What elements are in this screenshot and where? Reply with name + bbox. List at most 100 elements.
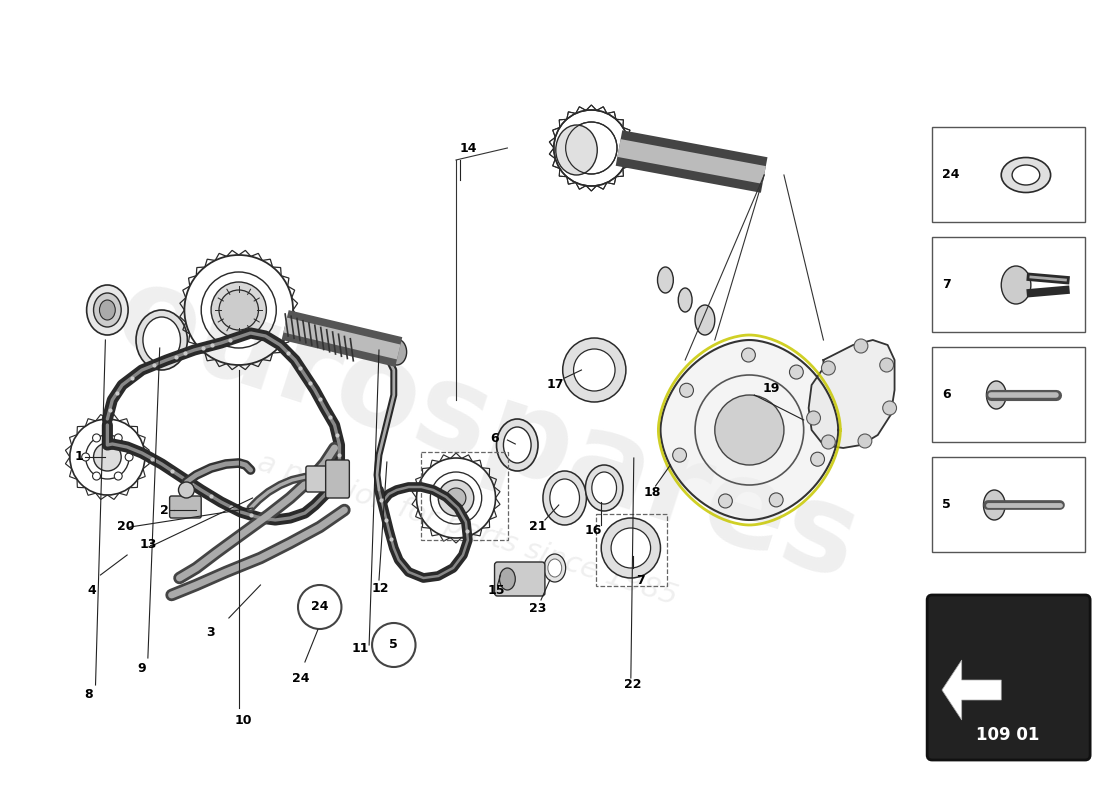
Polygon shape <box>808 340 894 448</box>
Circle shape <box>447 488 466 508</box>
Circle shape <box>219 290 258 330</box>
FancyBboxPatch shape <box>927 595 1090 760</box>
Text: 1: 1 <box>75 450 84 463</box>
Ellipse shape <box>543 554 565 582</box>
Bar <box>421 452 508 540</box>
Text: 18: 18 <box>644 486 661 498</box>
Text: 109 01: 109 01 <box>977 726 1040 744</box>
Circle shape <box>125 453 133 461</box>
Text: 19: 19 <box>762 382 780 394</box>
Circle shape <box>680 383 693 398</box>
Text: 10: 10 <box>234 714 252 726</box>
Circle shape <box>741 348 756 362</box>
Ellipse shape <box>94 293 121 327</box>
Ellipse shape <box>585 465 623 511</box>
Text: eurospares: eurospares <box>102 255 873 605</box>
Ellipse shape <box>592 472 616 504</box>
Bar <box>932 237 1086 332</box>
Ellipse shape <box>715 151 727 183</box>
Text: 22: 22 <box>624 678 641 691</box>
Circle shape <box>81 453 89 461</box>
FancyBboxPatch shape <box>306 466 333 492</box>
Bar <box>932 457 1086 552</box>
Ellipse shape <box>1001 266 1031 304</box>
Text: a passion for parts since 1985: a passion for parts since 1985 <box>254 449 681 611</box>
Ellipse shape <box>987 381 1007 409</box>
Text: 7: 7 <box>636 574 645 586</box>
Text: 12: 12 <box>371 582 388 594</box>
Text: 5: 5 <box>942 498 950 511</box>
Circle shape <box>602 518 660 578</box>
Circle shape <box>769 493 783 507</box>
Ellipse shape <box>556 125 597 175</box>
Ellipse shape <box>983 490 1005 520</box>
Ellipse shape <box>1012 165 1040 185</box>
Text: 3: 3 <box>206 626 214 638</box>
Ellipse shape <box>143 317 180 363</box>
FancyBboxPatch shape <box>169 496 201 518</box>
Circle shape <box>806 411 821 425</box>
Circle shape <box>822 361 835 375</box>
Polygon shape <box>942 660 1001 720</box>
Ellipse shape <box>658 267 673 293</box>
Circle shape <box>790 365 803 379</box>
Bar <box>932 127 1086 222</box>
Text: 21: 21 <box>529 521 547 534</box>
Text: 5: 5 <box>389 638 398 651</box>
Text: 6: 6 <box>942 389 950 402</box>
Text: 20: 20 <box>118 521 134 534</box>
Circle shape <box>715 395 784 465</box>
Circle shape <box>92 434 100 442</box>
Circle shape <box>438 480 474 516</box>
Circle shape <box>114 472 122 480</box>
Ellipse shape <box>87 285 128 335</box>
Circle shape <box>612 528 650 568</box>
Text: 16: 16 <box>584 523 602 537</box>
Text: 14: 14 <box>460 142 477 154</box>
Circle shape <box>811 452 825 466</box>
Circle shape <box>718 494 733 508</box>
Circle shape <box>858 434 872 448</box>
Circle shape <box>94 443 121 471</box>
Circle shape <box>211 282 266 338</box>
Text: 15: 15 <box>487 583 505 597</box>
Circle shape <box>92 472 100 480</box>
Circle shape <box>563 338 626 402</box>
Text: 7: 7 <box>942 278 950 291</box>
Circle shape <box>114 434 122 442</box>
Ellipse shape <box>99 300 116 320</box>
Circle shape <box>178 482 195 498</box>
Ellipse shape <box>679 288 692 312</box>
Circle shape <box>854 339 868 353</box>
FancyBboxPatch shape <box>326 460 350 498</box>
Ellipse shape <box>543 471 586 525</box>
Text: 24: 24 <box>293 671 309 685</box>
Ellipse shape <box>695 305 715 335</box>
Polygon shape <box>660 340 838 520</box>
Bar <box>596 514 668 586</box>
Ellipse shape <box>550 479 580 517</box>
Ellipse shape <box>1001 158 1050 193</box>
Ellipse shape <box>737 155 748 187</box>
Text: 24: 24 <box>311 601 329 614</box>
Circle shape <box>880 358 893 372</box>
Ellipse shape <box>387 339 407 365</box>
FancyBboxPatch shape <box>495 562 544 596</box>
Text: 8: 8 <box>85 689 94 702</box>
Text: 11: 11 <box>351 642 369 654</box>
Text: 6: 6 <box>491 431 499 445</box>
Ellipse shape <box>548 559 562 577</box>
Text: 23: 23 <box>529 602 547 614</box>
Circle shape <box>822 435 835 449</box>
Ellipse shape <box>496 419 538 471</box>
Circle shape <box>673 448 686 462</box>
Bar <box>932 347 1086 442</box>
Text: 17: 17 <box>547 378 564 391</box>
Text: 13: 13 <box>140 538 157 551</box>
Ellipse shape <box>664 142 675 174</box>
Ellipse shape <box>136 310 187 370</box>
Ellipse shape <box>635 136 647 168</box>
Circle shape <box>573 349 615 391</box>
Text: 24: 24 <box>942 169 959 182</box>
Text: 2: 2 <box>160 503 168 517</box>
